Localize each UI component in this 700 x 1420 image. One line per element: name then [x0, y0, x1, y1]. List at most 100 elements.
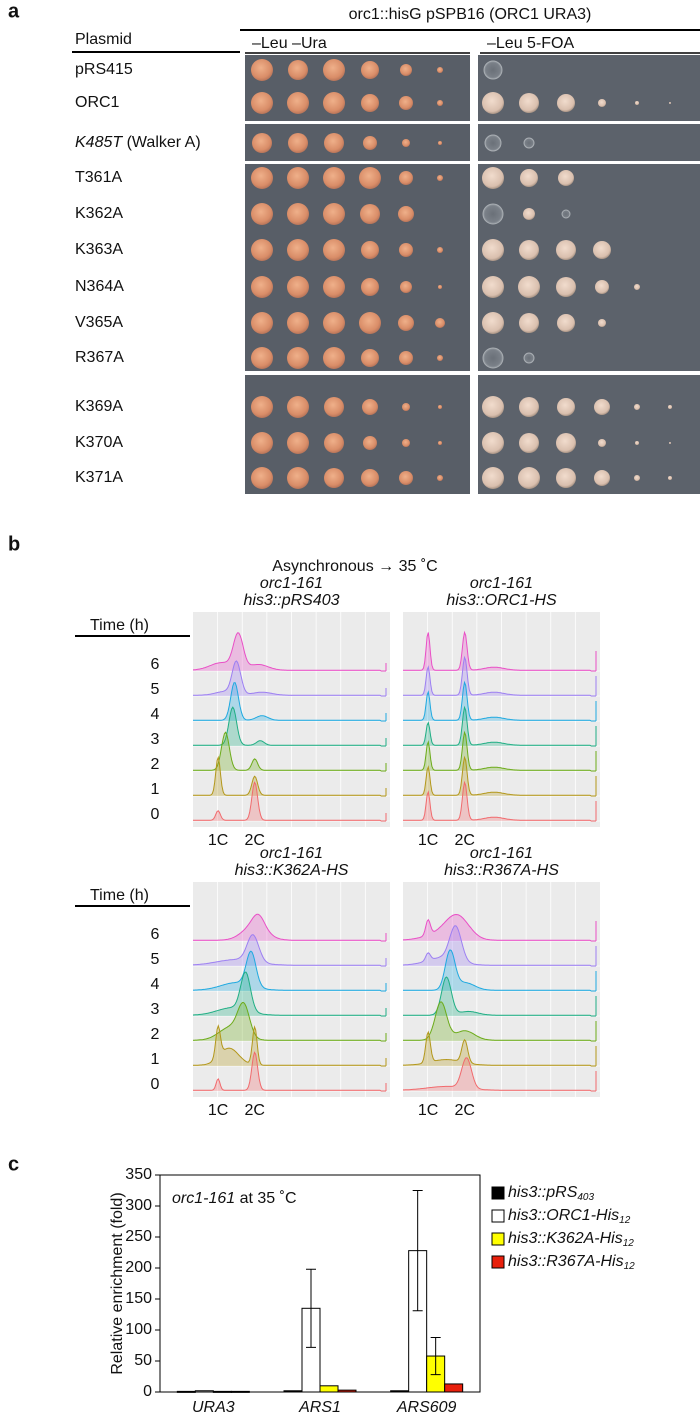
histogram-trace [403, 1030, 597, 1067]
histogram-fill [193, 1002, 386, 1041]
x-tick-label: ARS1 [298, 1399, 341, 1416]
colony-spot [361, 94, 379, 112]
colony-spot [557, 314, 575, 332]
colony-spot [435, 318, 445, 328]
bar [194, 1390, 214, 1393]
colony-spot [287, 167, 309, 189]
colony-spot [482, 467, 504, 489]
histogram-fill [193, 914, 386, 941]
colony-spot [437, 175, 443, 181]
colony-spot [399, 96, 413, 110]
colony-spot [287, 276, 309, 298]
histogram-trace [193, 1051, 387, 1092]
time-label: 0 [151, 806, 160, 823]
plasmid-label: K370A [75, 434, 123, 451]
colony-spot [288, 60, 308, 80]
colony-spot [595, 280, 609, 294]
strain-label: orc1-161 [470, 575, 533, 592]
colony-spot [251, 312, 273, 334]
colony-spot [519, 313, 539, 333]
histogram-trace [193, 755, 387, 797]
histogram-trace [193, 913, 387, 942]
time-label: 5 [151, 951, 160, 968]
colony-spot [598, 439, 606, 447]
y-tick-label: 0 [143, 1383, 152, 1400]
plate [478, 164, 700, 371]
colony-spot [399, 243, 413, 257]
colony-spot [359, 167, 381, 189]
colony-spot [399, 351, 413, 365]
strain-label: his3::pRS403 [243, 592, 339, 609]
colony-spot [287, 347, 309, 369]
histogram-fill [403, 1002, 596, 1041]
error-bar [430, 1336, 441, 1376]
y-tick-label: 50 [134, 1352, 152, 1369]
medium-label: –Leu 5-FOA [487, 35, 574, 52]
colony-spot [482, 92, 504, 114]
panel-label: c [8, 1153, 19, 1175]
panel-label: b [8, 533, 20, 555]
histogram-trace [403, 705, 597, 747]
colony-spot [361, 278, 379, 296]
colony-spot [594, 470, 610, 486]
strain-label: orc1-161 [260, 575, 323, 592]
histogram-trace [403, 976, 597, 1017]
bar [230, 1390, 250, 1393]
colony-spot [287, 432, 309, 454]
colony-spot [669, 442, 671, 444]
time-label: 3 [151, 1001, 160, 1018]
colony-spot [484, 134, 502, 152]
colony-spot [482, 312, 504, 334]
legend-label: his3::K362A-His12 [508, 1230, 634, 1248]
colony-spot [668, 476, 672, 480]
time-header: Time (h) [90, 617, 149, 634]
error-bar [412, 1190, 423, 1312]
colony-spot [482, 276, 504, 298]
strain-label: his3::ORC1-HS [446, 592, 557, 609]
legend-swatch [491, 1186, 505, 1200]
plate [478, 124, 700, 161]
colony-spot [519, 93, 539, 113]
colony-spot [359, 312, 381, 334]
strain-label: orc1-161 [260, 845, 323, 862]
time-label: 1 [151, 781, 160, 798]
colony-spot [668, 405, 672, 409]
histogram-trace [193, 1001, 387, 1042]
x-tick-label: ARS609 [396, 1399, 457, 1416]
strain-label: orc1-161 [470, 845, 533, 862]
time-label: 3 [151, 731, 160, 748]
peak-label: 1C [208, 1102, 228, 1119]
colony-spot [287, 396, 309, 418]
colony-spot [400, 281, 412, 293]
colony-spot [251, 432, 273, 454]
colony-spot [323, 347, 345, 369]
colony-spot [251, 347, 273, 369]
plasmid-label: V365A [75, 314, 123, 331]
bar [176, 1390, 196, 1393]
colony-spot [324, 433, 344, 453]
time-label: 2 [151, 756, 160, 773]
histogram-trace [193, 950, 387, 992]
histogram-trace [403, 1001, 597, 1042]
column-header: Plasmid [75, 31, 132, 48]
histogram-fill [193, 972, 386, 1016]
plasmid-label: pRS415 [75, 61, 133, 78]
colony-spot [402, 403, 410, 411]
colony-spot [598, 319, 606, 327]
colony-spot [598, 99, 606, 107]
bar [283, 1390, 303, 1393]
colony-spot [518, 467, 540, 489]
plate [478, 55, 700, 121]
peak-label: 1C [418, 832, 438, 849]
colony-spot [251, 92, 273, 114]
annotation: orc1-161 at 35 ˚C [172, 1190, 297, 1207]
colony-spot [556, 468, 576, 488]
plasmid-label: K362A [75, 205, 123, 222]
time-label: 6 [151, 926, 160, 943]
peak-label: 1C [418, 1102, 438, 1119]
histogram-trace [402, 925, 597, 967]
colony-spot [287, 203, 309, 225]
plasmid-label: T361A [75, 169, 122, 186]
plasmid-label: K363A [75, 241, 123, 258]
